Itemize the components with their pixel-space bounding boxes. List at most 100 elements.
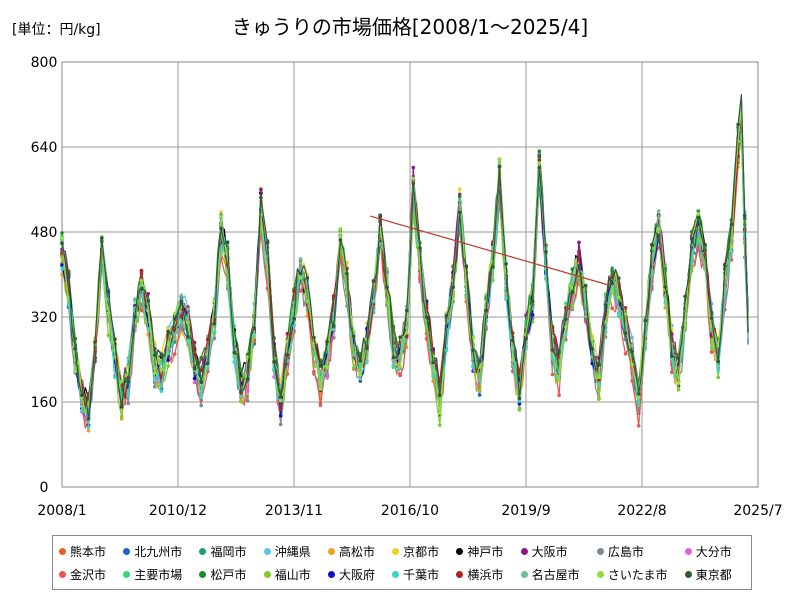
data-point: [570, 290, 575, 294]
data-point: [617, 295, 621, 300]
data-point: [689, 260, 694, 264]
data-point: [656, 233, 661, 238]
data-point: [113, 337, 117, 342]
data-point: [411, 181, 416, 186]
data-point: [166, 358, 170, 363]
legend-item[interactable]: 名古屋市: [519, 564, 595, 584]
data-point: [477, 388, 482, 393]
data-point: [530, 313, 535, 317]
data-point: [139, 294, 144, 298]
data-point: [431, 375, 436, 379]
legend-item[interactable]: 横浜市: [454, 564, 518, 584]
data-point: [351, 334, 356, 339]
legend-item[interactable]: 大分市: [683, 541, 747, 561]
data-point: [577, 240, 581, 245]
legend-item[interactable]: 熊本市: [57, 541, 121, 561]
legend-item[interactable]: 主要市場: [121, 564, 197, 584]
data-point: [259, 195, 263, 200]
data-point: [391, 355, 396, 360]
data-point: [537, 149, 542, 153]
data-point: [398, 335, 402, 340]
data-point: [292, 316, 296, 321]
legend: 熊本市 北九州市 福岡市 沖縄県 高松市 京都市 神戸市 大阪市 広島市 大分市金沢市 主要市場 松戸…: [52, 535, 752, 590]
x-tick-label: 2013/11: [265, 503, 323, 519]
data-point: [232, 360, 237, 364]
data-point: [530, 299, 535, 304]
data-point: [305, 276, 310, 280]
data-point: [332, 327, 336, 332]
data-point: [597, 375, 601, 380]
data-point: [139, 278, 144, 283]
legend-marker: [123, 547, 131, 555]
legend-item[interactable]: 北九州市: [121, 541, 197, 561]
legend-marker: [456, 547, 464, 555]
data-point: [590, 347, 595, 351]
data-point: [590, 361, 595, 366]
data-point: [60, 231, 64, 235]
data-point: [212, 330, 217, 334]
data-point: [325, 339, 329, 344]
data-point: [610, 290, 614, 294]
data-point: [159, 389, 164, 393]
data-point: [332, 323, 336, 328]
unit-label: [単位：円/kg]: [12, 22, 101, 38]
legend-item[interactable]: 沖縄県: [262, 541, 326, 561]
data-point: [517, 402, 522, 406]
legend-item[interactable]: 福岡市: [197, 541, 261, 561]
data-point: [411, 165, 416, 170]
legend-item[interactable]: 大阪府: [326, 564, 390, 584]
data-point: [457, 210, 462, 214]
data-point: [245, 377, 250, 381]
legend-item[interactable]: 福山市: [262, 564, 326, 584]
data-point: [457, 194, 462, 198]
data-point: [325, 376, 329, 380]
data-point: [332, 335, 336, 340]
legend-item[interactable]: 神戸市: [454, 541, 518, 561]
y-tick-label: 0: [40, 480, 49, 496]
data-point: [670, 354, 674, 358]
data-point: [172, 317, 177, 321]
legend-item[interactable]: 大阪市: [519, 541, 595, 561]
data-point: [159, 352, 164, 357]
data-point: [126, 393, 131, 398]
legend-item[interactable]: 広島市: [595, 541, 683, 561]
data-point: [630, 349, 634, 354]
legend-item[interactable]: 松戸市: [197, 564, 261, 584]
data-point: [371, 299, 376, 303]
data-point: [166, 342, 170, 347]
legend-marker: [392, 570, 400, 578]
legend-item[interactable]: 京都市: [390, 541, 454, 561]
legend-label: 高松市: [338, 544, 375, 559]
legend-marker: [684, 570, 692, 578]
y-tick-label: 320: [31, 310, 58, 326]
data-point: [617, 311, 621, 316]
data-point: [610, 306, 614, 311]
data-point: [636, 402, 641, 406]
data-point: [504, 262, 508, 266]
data-point: [312, 369, 316, 374]
data-point: [497, 157, 502, 161]
trend-line: [370, 215, 610, 286]
data-point: [404, 334, 409, 339]
legend-item[interactable]: 東京都: [683, 564, 747, 584]
legend-label: 金沢市: [70, 567, 107, 582]
data-point: [119, 414, 124, 419]
data-point: [557, 378, 561, 383]
data-point: [298, 289, 303, 293]
series-line: [61, 112, 749, 429]
data-point: [318, 387, 323, 391]
data-point: [385, 285, 389, 290]
legend-item[interactable]: 高松市: [326, 541, 390, 561]
data-point: [504, 291, 508, 296]
legend-item[interactable]: 金沢市: [57, 564, 121, 584]
legend-label: 福山市: [274, 567, 311, 582]
data-point: [676, 387, 681, 392]
data-point: [199, 380, 203, 385]
data-point: [312, 364, 316, 368]
series-line: [61, 94, 749, 420]
legend-item[interactable]: さいたま市: [595, 564, 683, 584]
legend-item[interactable]: 千葉市: [390, 564, 454, 584]
data-point: [590, 337, 595, 342]
data-point: [683, 294, 687, 299]
data-point: [603, 303, 608, 307]
